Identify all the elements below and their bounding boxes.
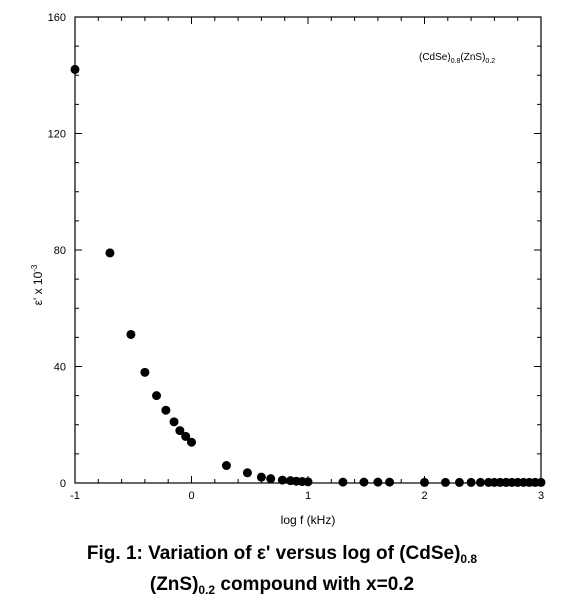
y-tick-label: 120 — [48, 129, 66, 141]
y-tick-label: 80 — [54, 245, 66, 257]
data-point — [440, 477, 450, 487]
y-tick-label: 0 — [60, 478, 66, 490]
data-point — [161, 405, 171, 415]
x-tick-label: 2 — [421, 490, 427, 502]
data-point — [140, 367, 150, 377]
data-point — [169, 417, 179, 427]
legend-sub-zns: 0.2 — [485, 58, 495, 65]
data-point — [277, 475, 287, 485]
axis-ticks — [74, 16, 542, 484]
data-point — [385, 477, 395, 487]
data-point — [105, 248, 115, 258]
data-points — [70, 64, 546, 487]
caption-line-1-text: Fig. 1: Variation of ε' versus log of (C… — [86, 543, 461, 564]
x-tick-label: 0 — [188, 490, 194, 502]
data-point — [359, 477, 369, 487]
data-point — [338, 477, 348, 487]
x-tick-label: 3 — [538, 490, 544, 502]
caption-line-2-text: (ZnS) — [149, 574, 199, 595]
caption-line-2-rest: compound with x=0.2 — [215, 574, 415, 595]
data-point — [152, 391, 162, 401]
y-axis-label: ε' x 10-3 — [30, 264, 45, 305]
data-point — [466, 477, 476, 487]
y-tick-label: 160 — [48, 12, 66, 24]
data-point — [181, 431, 191, 441]
data-point — [303, 477, 313, 487]
plot-area-frame — [74, 16, 542, 484]
data-point — [454, 477, 464, 487]
data-point — [126, 329, 136, 339]
data-point — [175, 426, 185, 436]
data-point — [266, 474, 276, 484]
legend-part-cdse: (CdSe) — [419, 52, 451, 63]
data-point — [256, 472, 266, 482]
y-axis-label-main: ε' x 10 — [31, 271, 45, 305]
data-point — [536, 477, 546, 487]
x-axis-label: log f (kHz) — [281, 513, 336, 527]
data-point — [242, 468, 252, 478]
data-point — [420, 477, 429, 487]
data-point — [70, 64, 80, 74]
data-point — [475, 477, 485, 487]
caption-line-2-sub: 0.2 — [198, 583, 216, 597]
legend-part-zns: (ZnS) — [460, 52, 485, 63]
tick-labels: -1 0 1 2 3 0 40 80 120 160 — [48, 12, 544, 502]
y-axis-label-sup: -3 — [30, 264, 39, 272]
figure-caption: Fig. 1: Variation of ε' versus log of (C… — [0, 538, 564, 600]
caption-line-1-sub: 0.8 — [460, 552, 478, 566]
data-point — [221, 461, 231, 471]
caption-line-2: (ZnS)0.2 compound with x=0.2 — [0, 569, 564, 600]
x-tick-label: -1 — [70, 490, 80, 502]
y-tick-label: 40 — [54, 362, 66, 374]
x-tick-label: 1 — [305, 490, 311, 502]
legend: (CdSe)0.8(ZnS)0.2 — [419, 52, 495, 65]
caption-line-1: Fig. 1: Variation of ε' versus log of (C… — [0, 538, 564, 569]
data-point — [187, 437, 196, 447]
legend-sub-cdse: 0.8 — [451, 58, 461, 65]
data-point — [373, 477, 383, 487]
